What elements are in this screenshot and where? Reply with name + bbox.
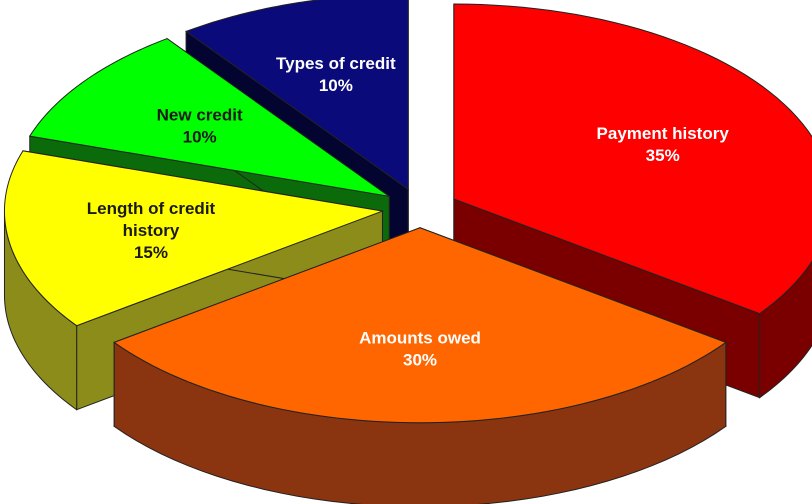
types-of-credit-category-label: Types of credit	[276, 54, 396, 73]
amounts-owed-slice	[113, 227, 727, 424]
new-credit-category-label: New credit	[157, 105, 243, 124]
payment-history-rim	[759, 260, 812, 399]
payment-history-slice	[453, 3, 812, 315]
slice-tops-layer	[3, 0, 812, 424]
payment-history-label-group: Payment history 35%	[597, 124, 730, 165]
types-of-credit-label-group: Types of credit 10%	[276, 54, 396, 95]
payment-history-value-label: 35%	[646, 146, 680, 165]
types-of-credit-value-label: 10%	[319, 76, 353, 95]
types-of-credit-slice	[185, 0, 409, 191]
length-of-credit-history-label-group: Length of credit history 15%	[87, 199, 216, 262]
amounts-owed-value-label: 30%	[403, 351, 437, 370]
new-credit-slice	[28, 38, 390, 197]
length-of-credit-history-category-label: history	[123, 221, 180, 240]
slice-labels-layer: Payment history 35% Amounts owed 30% Length …	[87, 54, 730, 369]
length-of-credit-history-slice	[3, 150, 385, 327]
length-of-credit-history-category-label: Length of credit	[87, 199, 216, 218]
new-credit-label-group: New credit 10%	[157, 105, 243, 146]
payment-history-category-label: Payment history	[597, 124, 730, 143]
amounts-owed-category-label: Amounts owed	[359, 329, 481, 348]
amounts-owed-label-group: Amounts owed 30%	[359, 329, 481, 370]
length-of-credit-history-value-label: 15%	[134, 243, 168, 262]
new-credit-value-label: 10%	[183, 127, 217, 146]
